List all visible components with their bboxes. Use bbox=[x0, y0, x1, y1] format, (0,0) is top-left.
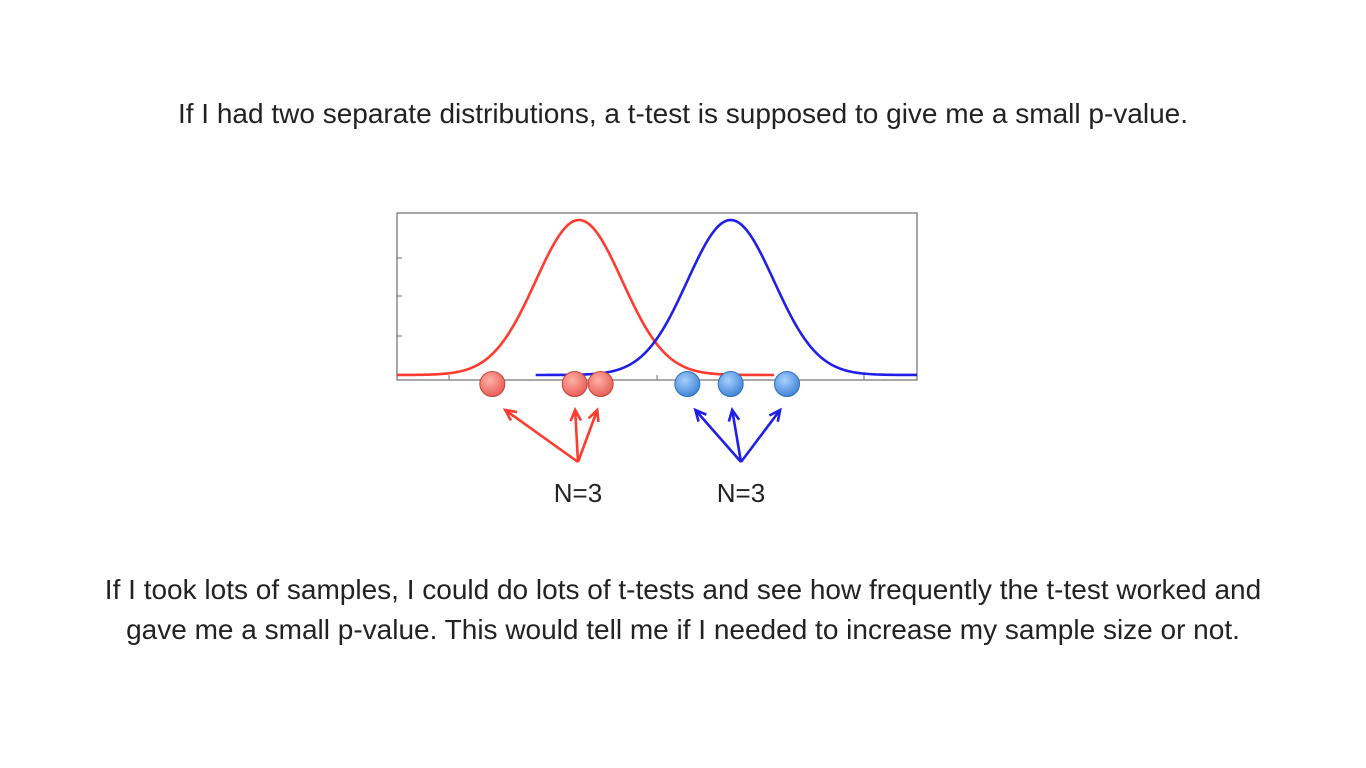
arrow-head bbox=[768, 407, 782, 423]
red-sample-point bbox=[479, 371, 506, 397]
arrow-head bbox=[693, 407, 707, 422]
arrow-shaft bbox=[730, 409, 743, 463]
arrow-head bbox=[727, 407, 741, 422]
slide-heading: If I had two separate distributions, a t… bbox=[177, 98, 1189, 129]
arrow-shaft bbox=[576, 409, 599, 463]
slide-caption: If I took lots of samples, I could do lo… bbox=[104, 574, 1262, 645]
sample-arrows bbox=[502, 407, 782, 464]
arrow-shaft bbox=[573, 409, 580, 463]
arrow-head bbox=[569, 407, 583, 422]
sample-points bbox=[479, 371, 800, 397]
blue-sample-point bbox=[774, 371, 800, 397]
arrow-head bbox=[587, 407, 600, 423]
arrow-head bbox=[502, 408, 518, 422]
red-sample-point bbox=[561, 371, 588, 397]
sample-size-labels: N=3 N=3 bbox=[554, 478, 765, 508]
red-sample-size-label: N=3 bbox=[554, 478, 602, 508]
red-curve bbox=[396, 218, 774, 377]
distribution-chart: N=3 N=3 bbox=[396, 212, 918, 508]
distribution-figure: N=3 N=3 bbox=[370, 200, 950, 520]
density-curves bbox=[396, 218, 918, 377]
arrow-shaft bbox=[504, 408, 579, 464]
red-sample-point bbox=[587, 371, 614, 397]
plot-frame bbox=[396, 212, 918, 381]
blue-sample-point bbox=[717, 371, 744, 397]
blue-curve bbox=[535, 218, 918, 377]
arrow-shaft bbox=[739, 409, 782, 463]
arrow-shaft bbox=[694, 409, 742, 463]
blue-sample-point bbox=[674, 371, 701, 397]
plot-border bbox=[396, 212, 918, 381]
blue-sample-size-label: N=3 bbox=[717, 478, 765, 508]
